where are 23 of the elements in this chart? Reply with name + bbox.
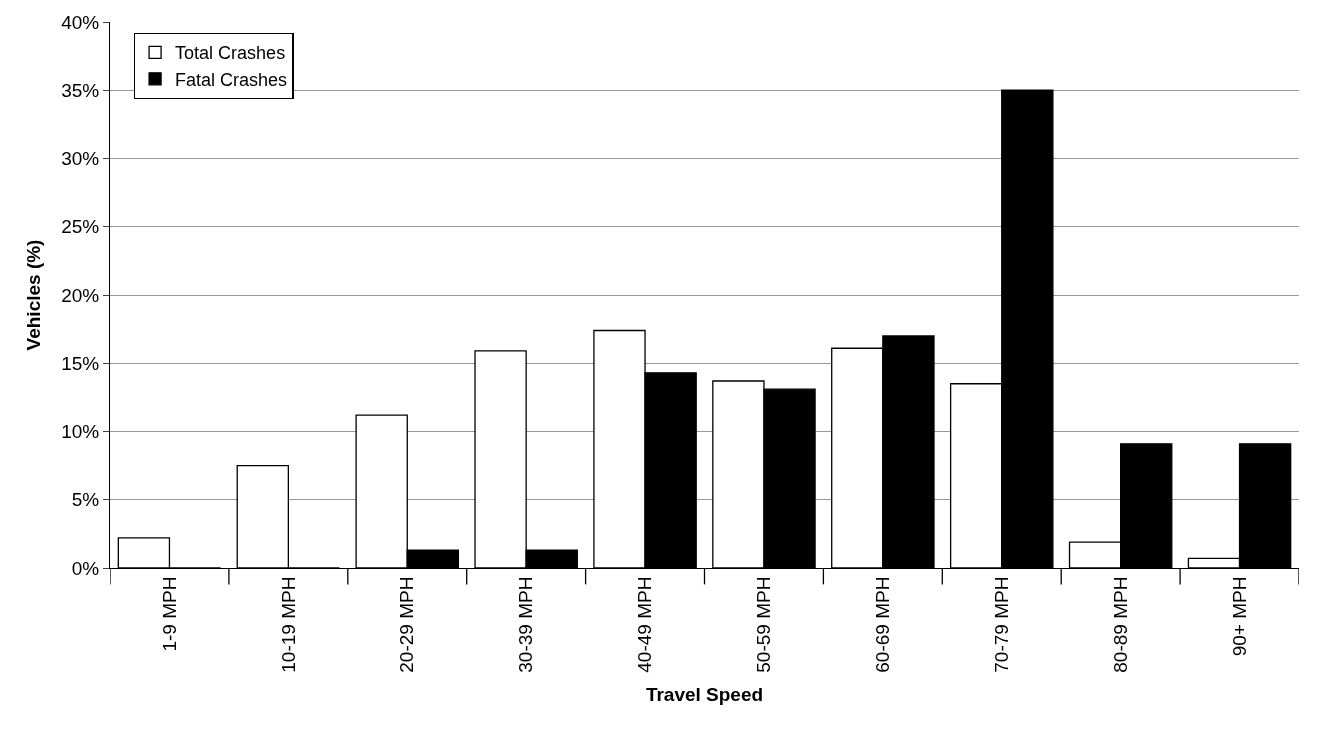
y-axis-title: Vehicles (%) <box>23 239 45 351</box>
x-tick-label: 1-9 MPH <box>158 576 180 652</box>
y-tick-label: 0% <box>71 557 100 579</box>
y-tick-label: 30% <box>61 148 100 170</box>
x-tick-label: 50-59 MPH <box>753 576 775 673</box>
y-tick-label: 40% <box>61 11 100 33</box>
y-tick-label: 5% <box>71 489 100 511</box>
y-tick-label: 25% <box>61 216 100 238</box>
y-tick-label: 10% <box>61 421 100 443</box>
y-tick-label: 35% <box>61 79 100 101</box>
x-tick-label: 80-89 MPH <box>1109 576 1131 673</box>
y-tick-label: 20% <box>61 284 100 306</box>
x-tick-label: 30-39 MPH <box>515 576 537 673</box>
x-tick-label: 20-29 MPH <box>396 576 418 673</box>
legend-label: Fatal Crashes <box>175 69 288 90</box>
x-tick-label: 60-69 MPH <box>872 576 894 673</box>
y-tick-label: 15% <box>61 352 100 374</box>
x-axis-title: Travel Speed <box>645 683 764 705</box>
x-tick-label: 40-49 MPH <box>634 576 656 673</box>
x-tick-label: 90+ MPH <box>1228 576 1250 657</box>
x-tick-label: 10-19 MPH <box>277 576 299 673</box>
legend-label: Total Crashes <box>175 43 286 64</box>
x-tick-label: 70-79 MPH <box>990 576 1012 673</box>
